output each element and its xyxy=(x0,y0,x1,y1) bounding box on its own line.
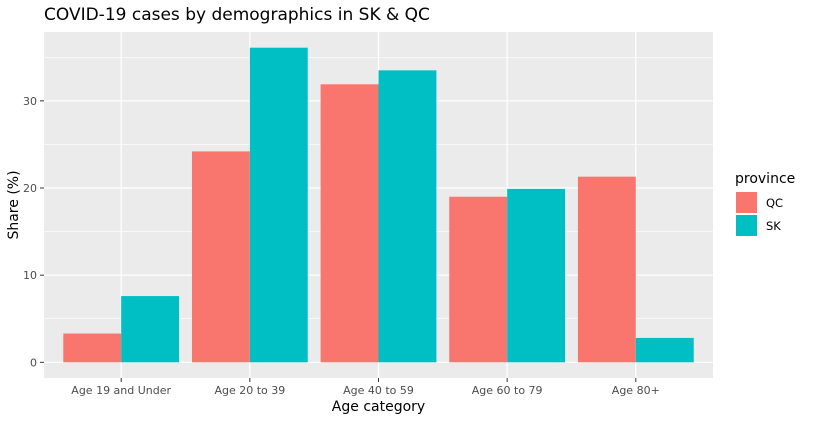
x-tick-label: Age 19 and Under xyxy=(71,384,171,397)
x-axis-title: Age category xyxy=(332,399,425,415)
legend-key-qc xyxy=(736,192,757,213)
x-tick-label: Age 20 to 39 xyxy=(214,384,285,397)
bar-qc-5 xyxy=(577,176,636,363)
x-tick-label: Age 40 to 59 xyxy=(343,384,414,397)
y-tick-label: 0 xyxy=(30,356,37,369)
legend-title: province xyxy=(735,171,795,187)
legend-label-qc: QC xyxy=(766,196,783,210)
bar-qc-3 xyxy=(320,84,379,363)
x-tick-label: Age 60 to 79 xyxy=(472,384,543,397)
bar-sk-1 xyxy=(121,296,180,363)
bar-sk-5 xyxy=(635,337,694,363)
bars xyxy=(63,47,694,363)
bar-qc-1 xyxy=(63,333,122,363)
bar-sk-3 xyxy=(378,70,437,363)
chart-title: COVID-19 cases by demographics in SK & Q… xyxy=(44,5,430,25)
bar-qc-4 xyxy=(449,196,508,363)
x-tick-label: Age 80+ xyxy=(612,384,660,397)
y-axis-title: Share (%) xyxy=(6,170,22,239)
bar-sk-2 xyxy=(249,47,308,363)
legend: province QC SK xyxy=(735,171,795,236)
bar-qc-2 xyxy=(191,151,250,363)
bar-sk-4 xyxy=(507,188,566,363)
legend-label-sk: SK xyxy=(766,219,781,233)
y-tick-label: 30 xyxy=(23,95,37,108)
x-axis: Age 19 and Under Age 20 to 39 Age 40 to 59… xyxy=(71,378,660,397)
y-tick-label: 10 xyxy=(23,269,37,282)
y-axis: 0 10 20 30 xyxy=(23,95,44,369)
y-tick-label: 20 xyxy=(23,182,37,195)
legend-key-sk xyxy=(736,215,757,236)
